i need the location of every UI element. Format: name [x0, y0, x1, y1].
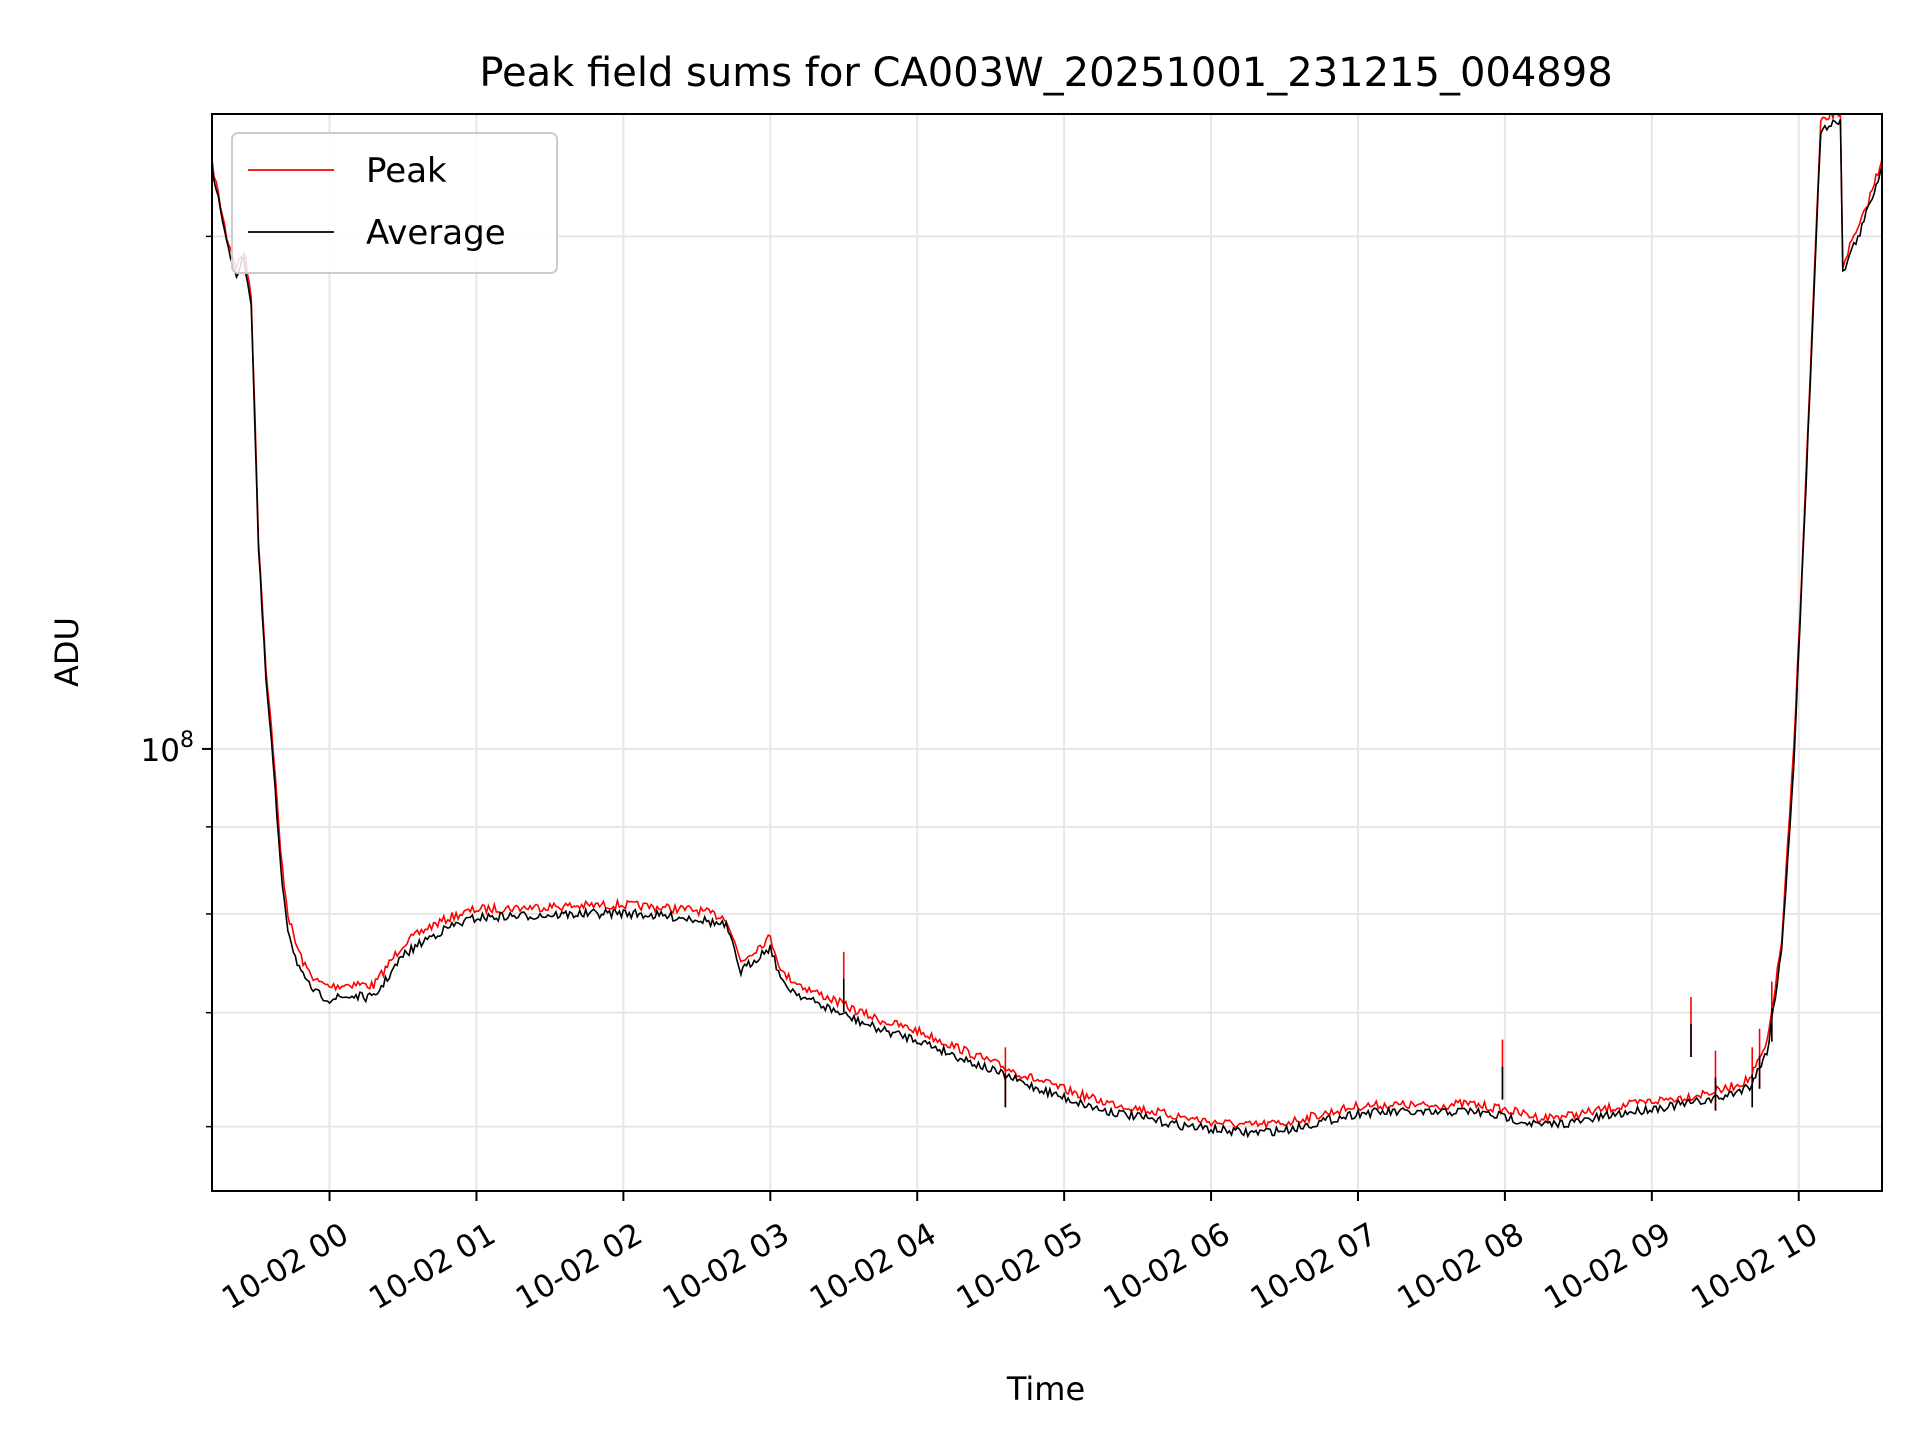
x-axis-label: Time [1006, 1370, 1085, 1408]
x-axis: 10-02 00 10-02 01 10-02 02 10-02 03 10-02 04… [216, 1191, 1824, 1317]
series-line-average [212, 119, 1882, 1139]
series-line-peak [212, 114, 1882, 1130]
x-tick-label: 10-02 08 [1391, 1216, 1530, 1317]
x-tick-label: 10-02 09 [1538, 1216, 1677, 1317]
legend-box [231, 132, 558, 274]
x-tick-label: 10-02 07 [1244, 1216, 1383, 1317]
x-tick-label: 10-02 10 [1685, 1216, 1824, 1317]
x-tick-label: 10-02 02 [510, 1216, 649, 1317]
legend-label-average: Average [366, 213, 506, 253]
grid [212, 114, 1882, 1191]
x-tick-label: 10-02 05 [951, 1216, 1090, 1317]
legend-label-peak: Peak [366, 151, 447, 191]
legend: Peak Average [231, 132, 558, 274]
y-axis: 108 [141, 235, 212, 1128]
series-layer [212, 114, 1882, 1139]
y-tick-label: 108 [141, 728, 194, 769]
chart-title: Peak field sums for CA003W_20251001_2312… [479, 50, 1612, 96]
x-tick-label: 10-02 04 [804, 1216, 943, 1317]
x-tick-label: 10-02 01 [363, 1216, 502, 1317]
x-tick-label: 10-02 03 [657, 1216, 796, 1317]
x-tick-label: 10-02 06 [1098, 1216, 1237, 1317]
plot-frame [211, 113, 1883, 1192]
x-tick-label: 10-02 00 [216, 1216, 355, 1317]
y-axis-label: ADU [48, 617, 86, 687]
